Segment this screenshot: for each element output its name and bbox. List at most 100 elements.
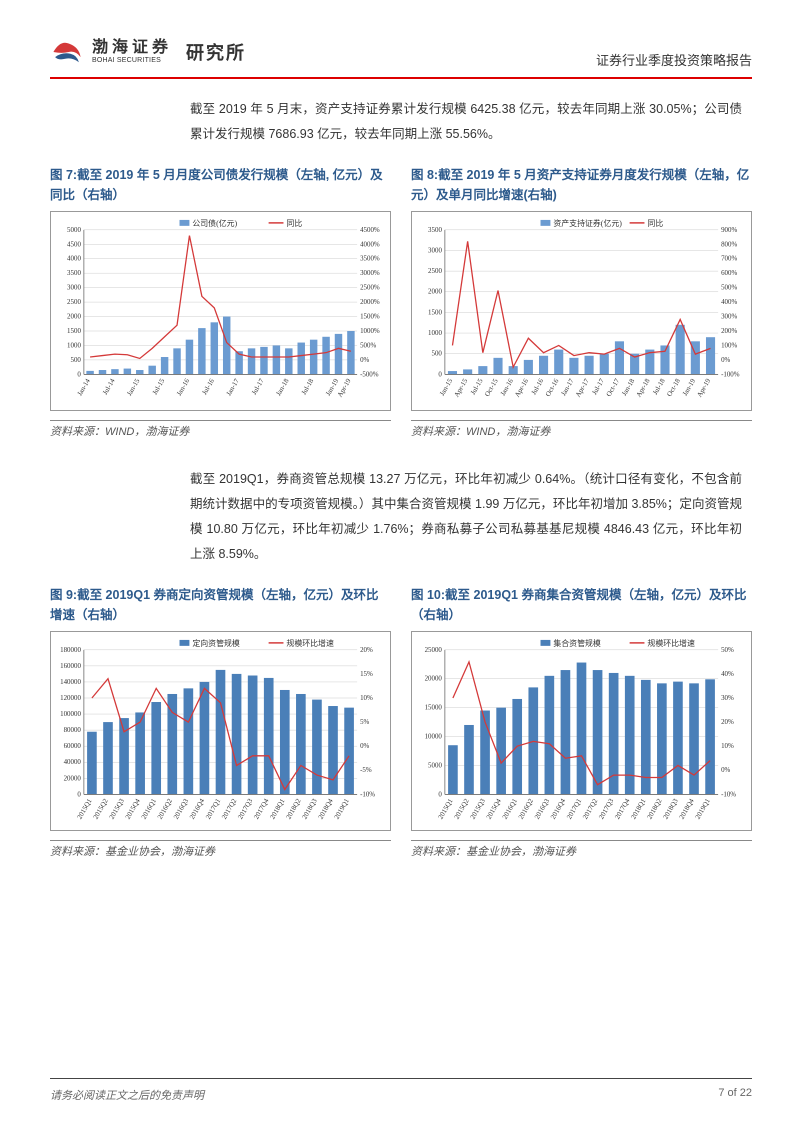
svg-text:2017Q4: 2017Q4 [614,797,631,820]
svg-text:2018Q2: 2018Q2 [646,797,663,820]
chart-10-source: 资料来源：基金业协会，渤海证券 [411,840,752,859]
svg-text:Jan-17: Jan-17 [226,377,242,397]
svg-text:2019Q1: 2019Q1 [334,797,351,820]
svg-text:2018Q4: 2018Q4 [679,797,696,820]
svg-text:20%: 20% [360,647,373,654]
svg-text:10%: 10% [721,743,734,750]
chart-10: 0500010000150002000025000-10%0%10%20%30%… [411,631,752,831]
svg-text:-500%: -500% [360,371,379,378]
svg-text:1000%: 1000% [360,328,380,335]
svg-text:120000: 120000 [60,695,81,702]
svg-text:Jan-15: Jan-15 [439,377,455,397]
svg-text:100000: 100000 [60,711,81,718]
svg-text:100%: 100% [721,342,737,349]
svg-text:Jan-18: Jan-18 [621,377,637,397]
department-label: 研究所 [186,39,246,65]
svg-text:1000: 1000 [67,342,81,349]
svg-text:Oct-16: Oct-16 [545,377,561,398]
svg-text:25000: 25000 [425,647,443,654]
svg-text:Jan-18: Jan-18 [275,377,291,397]
svg-text:4500: 4500 [67,241,81,248]
svg-text:0: 0 [77,371,81,378]
svg-text:140000: 140000 [60,679,81,686]
svg-text:Jan-17: Jan-17 [560,377,576,397]
svg-text:Oct-18: Oct-18 [666,377,682,398]
svg-text:2017Q2: 2017Q2 [221,797,238,820]
svg-text:80000: 80000 [64,727,82,734]
svg-text:0%: 0% [721,767,730,774]
svg-text:Apr-16: Apr-16 [514,377,530,398]
svg-text:Apr-17: Apr-17 [575,377,591,398]
svg-text:2016Q4: 2016Q4 [550,797,567,820]
svg-text:Jan-19: Jan-19 [682,377,698,397]
svg-text:Jul-16: Jul-16 [531,377,546,396]
svg-text:公司债(亿元): 公司债(亿元) [192,218,237,228]
svg-text:1000: 1000 [428,330,442,337]
svg-text:3000%: 3000% [360,270,380,277]
svg-text:500%: 500% [360,342,376,349]
svg-text:2000: 2000 [67,314,81,321]
svg-text:15%: 15% [360,671,373,678]
svg-text:2016Q1: 2016Q1 [141,797,158,820]
chart-10-block: 图 10:截至 2019Q1 券商集合资管规模（左轴，亿元）及环比（右轴） 05… [411,585,752,859]
svg-text:2015Q4: 2015Q4 [125,797,142,820]
svg-text:5000: 5000 [428,762,442,769]
svg-text:2016Q2: 2016Q2 [157,797,174,820]
svg-text:2015Q1: 2015Q1 [437,797,454,820]
svg-text:180000: 180000 [60,647,81,654]
svg-text:400%: 400% [721,299,737,306]
svg-text:2016Q3: 2016Q3 [173,797,190,820]
svg-text:30%: 30% [721,695,734,702]
svg-text:600%: 600% [721,270,737,277]
svg-text:Jan-16: Jan-16 [176,377,192,397]
svg-text:40%: 40% [721,671,734,678]
svg-text:50%: 50% [721,647,734,654]
svg-text:2018Q2: 2018Q2 [285,797,302,820]
svg-text:15000: 15000 [425,705,443,712]
svg-text:Jul-18: Jul-18 [301,377,316,396]
svg-text:4000%: 4000% [360,241,380,248]
svg-text:500%: 500% [721,285,737,292]
svg-text:Apr-18: Apr-18 [636,377,652,398]
chart-7-source: 资料来源：WIND，渤海证券 [50,420,391,439]
page-header: 渤海证券 BOHAI SECURITIES 研究所 证券行业季度投资策略报告 [50,35,752,79]
svg-text:集合资管规模: 集合资管规模 [553,638,601,648]
chart-9-title: 图 9:截至 2019Q1 券商定向资管规模（左轴，亿元）及环比增速（右轴） [50,585,391,625]
svg-text:Jul-14: Jul-14 [102,377,117,396]
svg-text:Jan-15: Jan-15 [126,377,142,397]
svg-text:10000: 10000 [425,734,443,741]
logo-name-cn: 渤海证券 [92,39,172,57]
svg-text:1500%: 1500% [360,314,380,321]
svg-text:规模环比增速: 规模环比增速 [647,638,695,648]
svg-text:700%: 700% [721,256,737,263]
svg-text:4000: 4000 [67,256,81,263]
charts-row-2: 图 9:截至 2019Q1 券商定向资管规模（左轴，亿元）及环比增速（右轴） 0… [50,585,752,859]
svg-text:20%: 20% [721,719,734,726]
svg-text:-10%: -10% [721,791,736,798]
svg-text:2017Q1: 2017Q1 [566,797,583,820]
svg-text:0%: 0% [360,357,369,364]
svg-text:同比: 同比 [286,218,302,228]
svg-text:2017Q4: 2017Q4 [253,797,270,820]
svg-text:2500: 2500 [67,299,81,306]
svg-text:2016Q3: 2016Q3 [534,797,551,820]
svg-text:-100%: -100% [721,371,740,378]
svg-text:-10%: -10% [360,791,375,798]
logo-name-en: BOHAI SECURITIES [92,57,172,65]
svg-text:2017Q3: 2017Q3 [237,797,254,820]
svg-text:10%: 10% [360,695,373,702]
svg-text:2015Q4: 2015Q4 [486,797,503,820]
svg-text:同比: 同比 [647,218,663,228]
svg-text:2016Q2: 2016Q2 [518,797,535,820]
svg-text:Jul-17: Jul-17 [591,377,606,396]
chart-9: 0200004000060000800001000001200001400001… [50,631,391,831]
logo-block: 渤海证券 BOHAI SECURITIES 研究所 [50,35,246,69]
svg-text:20000: 20000 [425,676,443,683]
page-number: 7 of 22 [718,1087,752,1103]
svg-text:Jul-18: Jul-18 [652,377,667,396]
bohai-logo-icon [50,35,84,69]
svg-text:2015Q2: 2015Q2 [454,797,471,820]
svg-text:2018Q1: 2018Q1 [269,797,286,820]
svg-text:2015Q1: 2015Q1 [76,797,93,820]
page-footer: 请务必阅读正文之后的免责声明 7 of 22 [50,1078,752,1103]
